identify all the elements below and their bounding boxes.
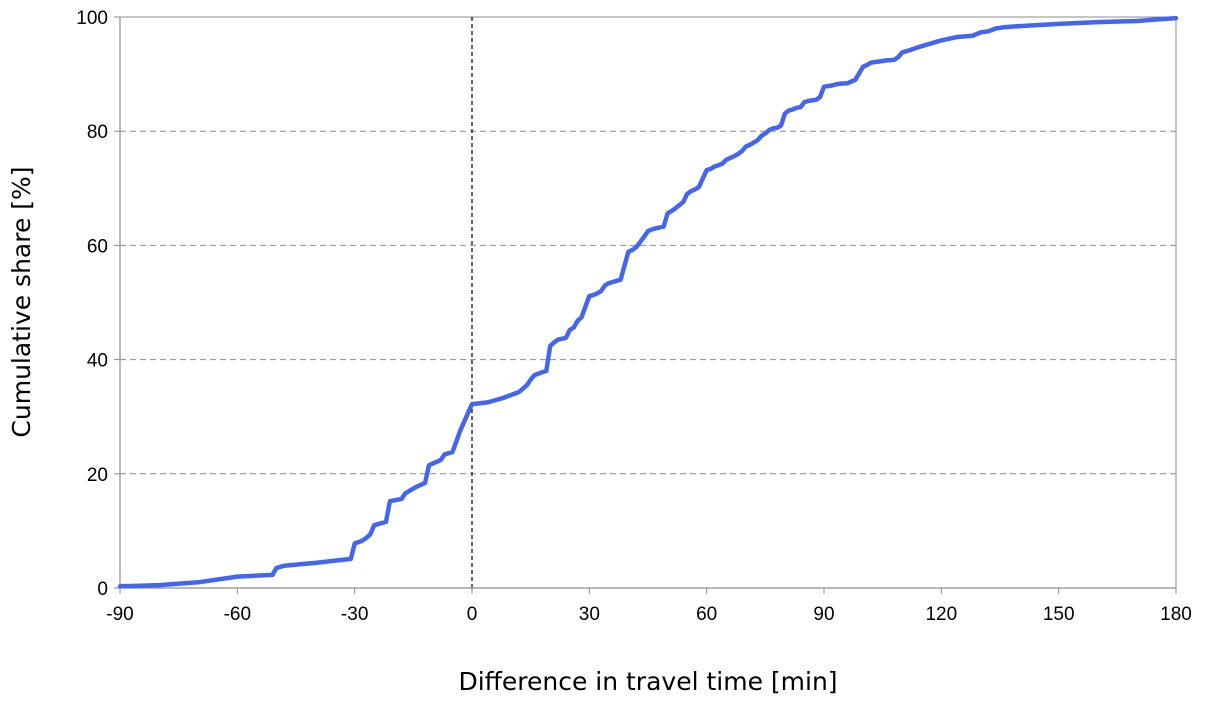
x-tick-label: -60 <box>224 604 251 625</box>
y-tick-label: 60 <box>87 236 108 257</box>
x-tick-label: -30 <box>341 604 368 625</box>
x-tick-labels: -90 -60 -30 0 30 60 90 120 150 180 <box>106 604 1192 625</box>
x-tick-label: -90 <box>106 604 133 625</box>
x-tick-label: 180 <box>1160 604 1192 625</box>
series-line <box>117 15 1179 589</box>
y-tick-labels: 0 20 40 60 80 100 <box>76 8 108 600</box>
x-tick-label: 120 <box>925 604 957 625</box>
x-tick-label: 60 <box>696 604 717 625</box>
axes <box>114 16 1177 594</box>
y-tick-label: 20 <box>87 465 108 486</box>
x-tick-label: 0 <box>467 604 478 625</box>
y-axis-title: Cumulative share [%] <box>7 166 36 437</box>
series-layer <box>117 15 1179 589</box>
x-tick-label: 90 <box>813 604 834 625</box>
y-tick-label: 100 <box>76 8 108 29</box>
y-tick-label: 0 <box>97 579 108 600</box>
x-tick-label: 30 <box>579 604 600 625</box>
y-tick-label: 80 <box>87 122 108 143</box>
y-tick-label: 40 <box>87 351 108 372</box>
gridlines <box>120 130 1176 475</box>
x-tick-label: 150 <box>1043 604 1075 625</box>
x-axis-title: Difference in travel time [min] <box>458 667 837 696</box>
plot-area <box>119 16 1177 589</box>
